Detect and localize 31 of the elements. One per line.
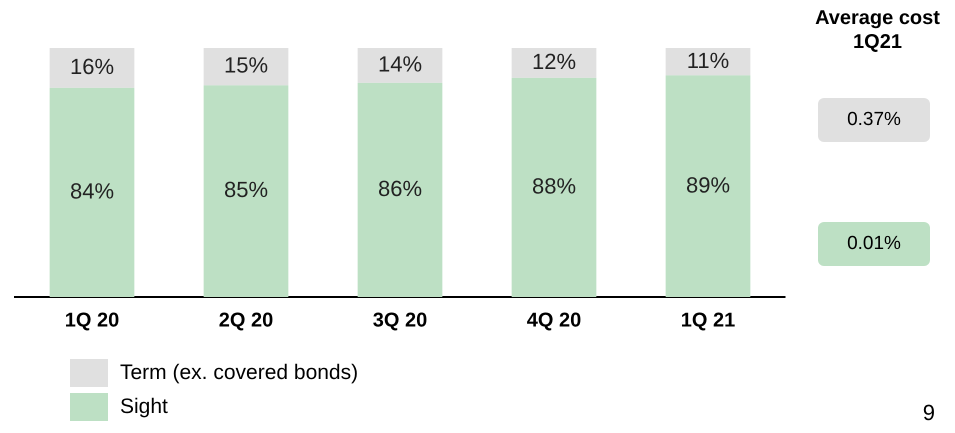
- data-label: 14%: [378, 51, 422, 76]
- x-tick-label: 2Q 20: [218, 310, 274, 332]
- x-tick-label: 3Q 20: [372, 310, 428, 332]
- bar: [50, 88, 134, 297]
- x-tick-label: 4Q 20: [526, 310, 582, 332]
- bar: [512, 48, 596, 78]
- bar: [204, 85, 288, 297]
- data-label: 16%: [70, 54, 114, 79]
- bar: [666, 75, 750, 297]
- legend-label: Term (ex. covered bonds): [120, 361, 358, 385]
- text: Average cost 1Q21: [814, 6, 941, 54]
- data-label: 89%: [686, 172, 730, 198]
- text: 9: [922, 400, 935, 426]
- data-label: 84%: [70, 178, 114, 204]
- data-label: 85%: [224, 177, 268, 202]
- bar: [204, 48, 288, 86]
- bar: [358, 82, 442, 297]
- data-label: 15%: [224, 52, 268, 78]
- bar: [358, 48, 442, 83]
- x-tick-label: 1Q 20: [64, 310, 120, 332]
- value-box: 0.01%: [818, 222, 930, 266]
- value-box: 0.37%: [818, 98, 930, 142]
- data-label: 88%: [532, 174, 576, 199]
- data-label: 12%: [532, 49, 576, 74]
- data-label: 11%: [686, 48, 730, 73]
- legend-label: Sight: [120, 395, 168, 419]
- data-label: 86%: [378, 176, 422, 201]
- bar: [512, 78, 596, 297]
- bar: [666, 48, 750, 76]
- bar: [50, 48, 134, 88]
- x-tick-label: 1Q 21: [680, 310, 736, 332]
